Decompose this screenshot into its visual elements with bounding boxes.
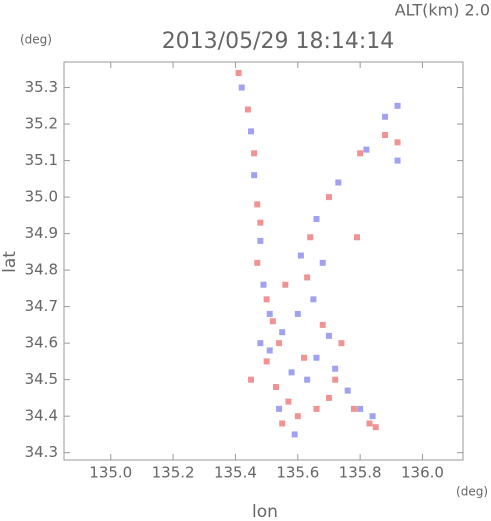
radar-point <box>382 132 389 139</box>
radar-point <box>394 102 401 109</box>
x-tick-label: 135.6 <box>276 464 319 482</box>
radar-point <box>294 310 301 317</box>
y-tick-label: 34.3 <box>25 443 58 461</box>
y-tick-label: 35.3 <box>25 78 58 96</box>
radar-point <box>350 405 357 412</box>
radar-point <box>310 296 317 303</box>
x-axis-label: lon <box>252 502 278 521</box>
plot-frame <box>63 61 464 461</box>
radar-point <box>235 69 242 76</box>
y-axis-label: lat <box>0 251 20 273</box>
radar-point <box>313 354 320 361</box>
radar-point <box>357 150 364 157</box>
y-tick-label: 34.4 <box>25 407 58 425</box>
radar-point <box>325 394 332 401</box>
radar-point <box>276 405 283 412</box>
radar-point <box>369 413 376 420</box>
radar-point <box>282 281 289 288</box>
radar-point <box>266 310 273 317</box>
y-tick-label: 34.6 <box>25 334 58 352</box>
y-tick-label: 34.7 <box>25 297 58 315</box>
radar-point <box>313 405 320 412</box>
radar-point <box>279 329 286 336</box>
radar-point <box>251 150 258 157</box>
radar-point <box>313 216 320 223</box>
radar-point <box>394 139 401 146</box>
radar-point <box>251 172 258 179</box>
y-tick-label: 35.2 <box>25 115 58 133</box>
radar-point <box>285 398 292 405</box>
subtitle: ALT(km) 2.0 <box>395 1 490 20</box>
x-tick-label: 135.8 <box>339 464 382 482</box>
radar-point <box>307 234 314 241</box>
radar-point <box>257 340 264 347</box>
radar-point <box>257 219 264 226</box>
radar-point <box>394 157 401 164</box>
radar-point <box>335 179 342 186</box>
radar-point <box>357 405 364 412</box>
chart-title: 2013/05/29 18:14:14 <box>162 29 395 54</box>
y-tick-label: 34.5 <box>25 370 58 388</box>
x-tick-label: 135.0 <box>89 464 132 482</box>
y-tick-label: 35.1 <box>25 151 58 169</box>
radar-point <box>325 332 332 339</box>
y-tick-label: 34.9 <box>25 224 58 242</box>
radar-point <box>301 354 308 361</box>
x-tick-label: 135.4 <box>214 464 257 482</box>
radar-point <box>257 237 264 244</box>
radar-point <box>319 321 326 328</box>
radar-point <box>325 194 332 201</box>
radar-point <box>254 201 261 208</box>
radar-point <box>279 420 286 427</box>
radar-point <box>344 387 351 394</box>
radar-point <box>288 369 295 376</box>
radar-point <box>266 347 273 354</box>
y-tick-label: 35.0 <box>25 188 58 206</box>
x-tick-label: 136.0 <box>401 464 444 482</box>
radar-point <box>363 146 370 153</box>
x-tick-label: 135.2 <box>152 464 195 482</box>
radar-point <box>260 281 267 288</box>
radar-point <box>332 376 339 383</box>
radar-point <box>269 318 276 325</box>
radar-point <box>244 106 251 113</box>
radar-point <box>319 259 326 266</box>
radar-point <box>382 113 389 120</box>
radar-point <box>254 259 261 266</box>
radar-point <box>304 274 311 281</box>
radar-point <box>263 296 270 303</box>
radar-point <box>272 383 279 390</box>
radar-point <box>248 128 255 135</box>
y-tick-label: 34.8 <box>25 261 58 279</box>
y-unit: (deg) <box>20 33 52 47</box>
x-unit: (deg) <box>456 485 488 499</box>
radar-point <box>276 340 283 347</box>
radar-point <box>294 413 301 420</box>
radar-point <box>297 252 304 259</box>
radar-point <box>332 365 339 372</box>
radar-point <box>263 358 270 365</box>
radar-point <box>354 234 361 241</box>
radar-point <box>304 376 311 383</box>
radar-point <box>338 340 345 347</box>
radar-point <box>291 431 298 438</box>
radar-point <box>372 424 379 431</box>
radar-point <box>248 376 255 383</box>
radar-point <box>366 420 373 427</box>
radar-point <box>238 84 245 91</box>
